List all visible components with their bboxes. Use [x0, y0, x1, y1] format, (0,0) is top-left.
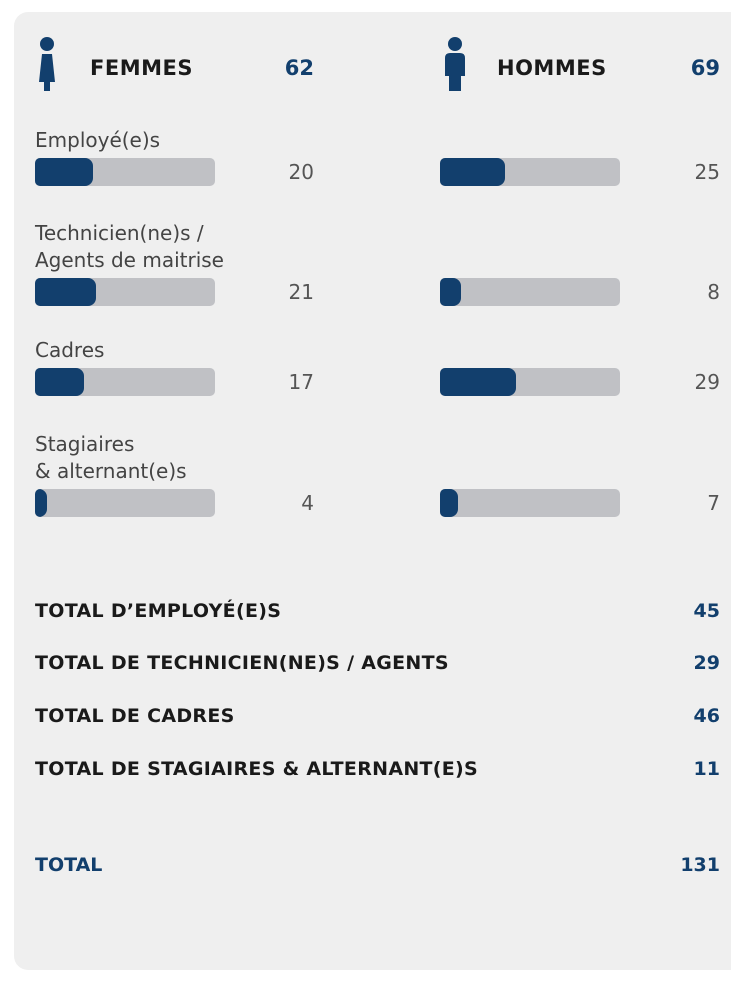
- bar-track: [440, 489, 620, 517]
- total-value: 45: [693, 600, 720, 622]
- bar-value: 29: [694, 370, 720, 394]
- bar: [440, 158, 506, 186]
- female-icon: [39, 37, 55, 91]
- group-name: FEMMES: [90, 56, 193, 80]
- bar-value: 8: [707, 280, 720, 304]
- total-value: 46: [693, 705, 720, 727]
- group-name: HOMMES: [497, 56, 607, 80]
- bar-value: 25: [694, 160, 720, 184]
- bar: [440, 368, 516, 396]
- category-label: Technicien(ne)s /: [35, 221, 204, 245]
- bar-track: [440, 368, 620, 396]
- grand-total-label: TOTAL: [35, 854, 103, 876]
- grand-total-value: 131: [680, 854, 720, 876]
- total-label: TOTAL DE CADRES: [35, 705, 235, 727]
- total-label: TOTAL DE STAGIAIRES & ALTERNANT(E)S: [35, 758, 479, 780]
- bar-track: [440, 278, 620, 306]
- bar-value: 20: [288, 160, 314, 184]
- bar-track: [440, 158, 620, 186]
- category-label: Stagiaires: [35, 432, 135, 456]
- bar-value: 4: [301, 491, 314, 515]
- category-label: & alternant(e)s: [35, 459, 187, 483]
- total-label: TOTAL D’EMPLOYÉ(E)S: [35, 600, 282, 622]
- bar-track: [35, 368, 215, 396]
- total-value: 29: [693, 652, 720, 674]
- bar-value: 21: [288, 280, 314, 304]
- bar-track: [35, 278, 215, 306]
- bar: [35, 368, 85, 396]
- total-value: 11: [693, 758, 720, 780]
- total-label: TOTAL DE TECHNICIEN(NE)S / AGENTS: [35, 652, 449, 674]
- bar-value: 7: [707, 491, 720, 515]
- category-label: Agents de maitrise: [35, 248, 224, 272]
- bar: [440, 489, 459, 517]
- bar-track: [35, 158, 215, 186]
- bar: [35, 158, 94, 186]
- category-label: Employé(e)s: [35, 128, 161, 152]
- bar-track: [35, 489, 215, 517]
- bar: [35, 278, 96, 306]
- bar: [35, 489, 47, 517]
- category-label: Cadres: [35, 338, 105, 362]
- male-icon: [445, 37, 465, 91]
- group-total: 62: [284, 56, 314, 80]
- bar: [440, 278, 461, 306]
- group-total: 69: [690, 56, 720, 80]
- bar-value: 17: [288, 370, 314, 394]
